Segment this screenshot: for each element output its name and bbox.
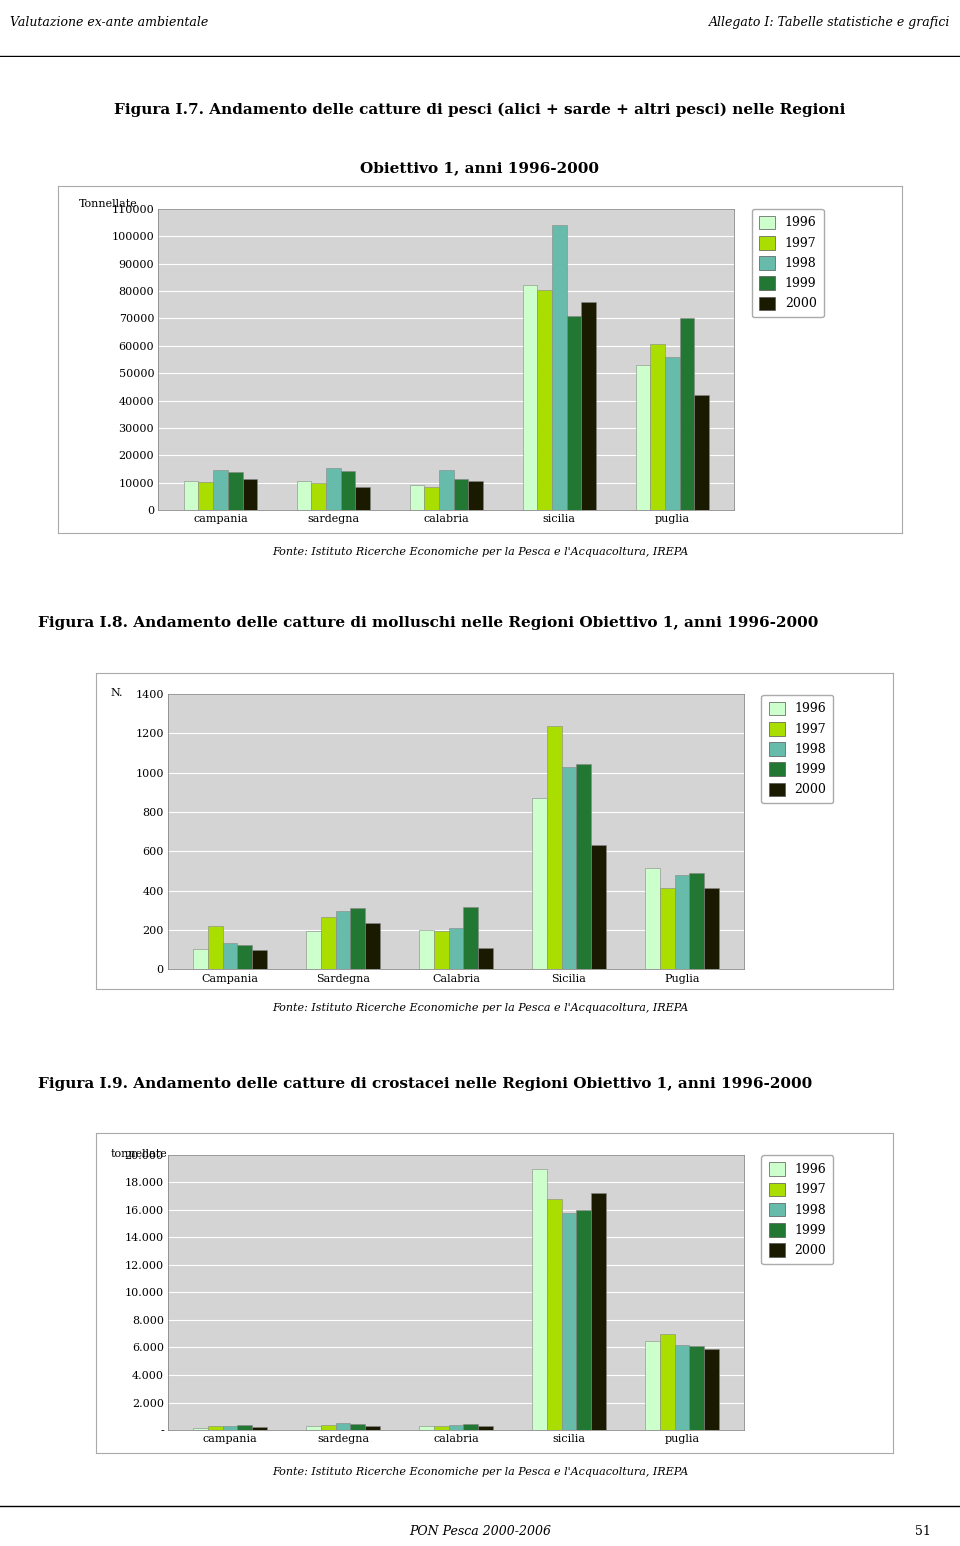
Bar — [208, 1427, 223, 1430]
Text: PON Pesca 2000-2006: PON Pesca 2000-2006 — [409, 1524, 551, 1538]
Bar — [562, 767, 576, 969]
Bar — [321, 917, 336, 969]
Bar — [252, 951, 267, 969]
Bar — [547, 725, 562, 969]
Bar — [552, 226, 566, 510]
Bar — [252, 1427, 267, 1430]
Bar — [208, 926, 223, 969]
Text: 51: 51 — [915, 1524, 931, 1538]
Bar — [326, 468, 341, 510]
Bar — [237, 1425, 252, 1430]
Bar — [336, 911, 350, 969]
Bar — [660, 1334, 675, 1430]
Bar — [350, 909, 365, 969]
Bar — [193, 949, 208, 969]
Bar — [522, 286, 538, 510]
Bar — [237, 945, 252, 969]
Bar — [410, 485, 424, 510]
Bar — [454, 479, 468, 510]
Bar — [478, 1425, 492, 1430]
Bar — [464, 1424, 478, 1430]
Text: Fonte: Istituto Ricerche Economiche per la Pesca e l'Acquacoltura, IREPA: Fonte: Istituto Ricerche Economiche per … — [272, 1003, 688, 1013]
Bar — [448, 928, 464, 969]
Bar — [439, 470, 454, 510]
Bar — [336, 1424, 350, 1430]
Bar — [704, 887, 719, 969]
Legend: 1996, 1997, 1998, 1999, 2000: 1996, 1997, 1998, 1999, 2000 — [761, 1155, 833, 1265]
Bar — [213, 470, 228, 510]
Text: Valutazione ex-ante ambientale: Valutazione ex-ante ambientale — [10, 17, 208, 29]
Bar — [532, 1169, 547, 1430]
Bar — [223, 943, 237, 969]
Bar — [365, 1427, 380, 1430]
Bar — [689, 1347, 704, 1430]
Bar — [468, 481, 483, 510]
Bar — [694, 396, 709, 510]
Text: N.: N. — [110, 688, 123, 699]
Bar — [547, 1198, 562, 1430]
Bar — [424, 487, 439, 510]
Bar — [665, 357, 680, 510]
Bar — [199, 482, 213, 510]
Bar — [365, 923, 380, 969]
Bar — [355, 487, 371, 510]
Bar — [675, 1345, 689, 1430]
Bar — [448, 1425, 464, 1430]
Text: Figura I.8. Andamento delle catture di molluschi nelle Regioni Obiettivo 1, anni: Figura I.8. Andamento delle catture di m… — [37, 615, 818, 631]
Bar — [582, 301, 596, 510]
Bar — [183, 481, 199, 510]
Bar — [311, 482, 326, 510]
Bar — [228, 472, 243, 510]
Text: Figura I.7. Andamento delle catture di pesci (alici + sarde + altri pesci) nelle: Figura I.7. Andamento delle catture di p… — [114, 104, 846, 117]
Text: Figura I.9. Andamento delle catture di crostacei nelle Regioni Obiettivo 1, anni: Figura I.9. Andamento delle catture di c… — [37, 1076, 812, 1091]
Bar — [650, 345, 665, 510]
Text: Fonte: Istituto Ricerche Economiche per la Pesca e l'Acquacoltura, IREPA: Fonte: Istituto Ricerche Economiche per … — [272, 1467, 688, 1476]
Bar — [636, 365, 650, 510]
Bar — [350, 1424, 365, 1430]
Text: Allegato I: Tabelle statistiche e grafici: Allegato I: Tabelle statistiche e grafic… — [709, 17, 950, 29]
Bar — [341, 472, 355, 510]
Bar — [532, 798, 547, 969]
Bar — [243, 479, 257, 510]
Bar — [562, 1212, 576, 1430]
Text: Obiettivo 1, anni 1996-2000: Obiettivo 1, anni 1996-2000 — [361, 161, 599, 175]
Bar — [306, 931, 321, 969]
Bar — [704, 1348, 719, 1430]
Bar — [420, 931, 434, 969]
Text: Tonnellate: Tonnellate — [79, 199, 137, 209]
Bar — [645, 869, 660, 969]
Bar — [434, 931, 448, 969]
Legend: 1996, 1997, 1998, 1999, 2000: 1996, 1997, 1998, 1999, 2000 — [752, 209, 824, 317]
Bar — [576, 764, 591, 969]
Bar — [321, 1425, 336, 1430]
Bar — [464, 908, 478, 969]
Legend: 1996, 1997, 1998, 1999, 2000: 1996, 1997, 1998, 1999, 2000 — [761, 694, 833, 804]
Bar — [478, 948, 492, 969]
Bar — [675, 875, 689, 969]
Bar — [566, 315, 582, 510]
Bar — [434, 1425, 448, 1430]
Text: tonnellate: tonnellate — [110, 1149, 167, 1160]
Bar — [297, 481, 311, 510]
Bar — [645, 1340, 660, 1430]
Bar — [306, 1425, 321, 1430]
Bar — [538, 289, 552, 510]
Bar — [689, 873, 704, 969]
Bar — [591, 844, 606, 969]
Bar — [591, 1194, 606, 1430]
Bar — [576, 1211, 591, 1430]
Text: Fonte: Istituto Ricerche Economiche per la Pesca e l'Acquacoltura, IREPA: Fonte: Istituto Ricerche Economiche per … — [272, 547, 688, 557]
Bar — [193, 1427, 208, 1430]
Bar — [223, 1425, 237, 1430]
Bar — [420, 1427, 434, 1430]
Bar — [660, 887, 675, 969]
Bar — [680, 318, 694, 510]
